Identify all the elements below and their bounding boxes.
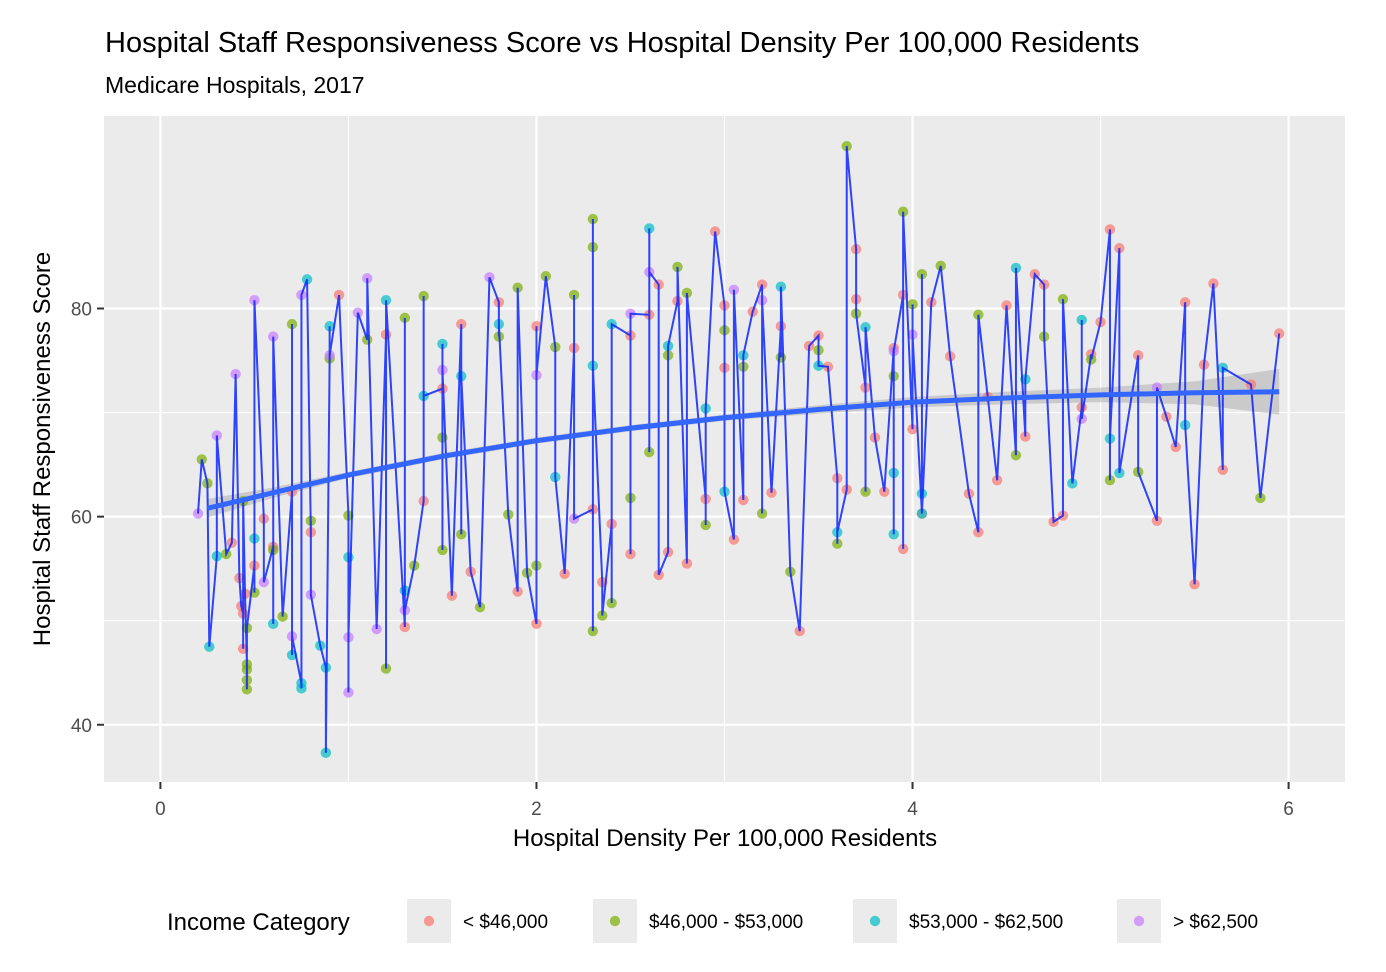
x-axis-title: Hospital Density Per 100,000 Residents (513, 825, 937, 852)
data-point (399, 312, 411, 324)
x-tick-label: 4 (907, 799, 918, 820)
legend-label: < $46,000 (463, 912, 548, 933)
legend-label: $53,000 - $62,500 (909, 912, 1063, 933)
x-tick-label: 0 (155, 799, 166, 820)
confidence-band-area (207, 368, 1280, 518)
legend-title: Income Category (167, 909, 350, 936)
legend-label: $46,000 - $53,000 (649, 912, 803, 933)
data-point (1273, 328, 1285, 339)
legend-key-dot (423, 915, 435, 927)
mean-line (197, 146, 1281, 753)
y-axis-title: Hospital Staff Responsiveness Score (29, 252, 56, 646)
y-tick-label: 60 (71, 508, 92, 529)
legend: Income Category < $46,000 $46,000 - $53,0… (167, 899, 1258, 943)
y-tick-label: 40 (71, 716, 92, 737)
data-point (1076, 314, 1087, 326)
legend-key-dot (609, 915, 621, 927)
confidence-band (207, 368, 1280, 518)
legend-entries: < $46,000 $46,000 - $53,000 $53,000 - $62,… (407, 899, 1258, 943)
trend-line (206, 389, 1280, 511)
y-tick-label: 80 (71, 300, 92, 321)
axes: 0 2 4 6 40 60 80 (71, 300, 1294, 820)
mean-line-path (197, 146, 1281, 753)
x-tick-label: 6 (1283, 799, 1294, 820)
data-point (907, 299, 918, 310)
legend-key-dot (869, 915, 881, 927)
data-point (437, 338, 448, 350)
legend-key-dot (1133, 915, 1145, 927)
legend-label: > $62,500 (1173, 912, 1258, 933)
chart-title: Hospital Staff Responsiveness Score vs H… (105, 27, 1139, 59)
chart-subtitle: Medicare Hospitals, 2017 (105, 72, 365, 98)
trend-line-path (206, 389, 1280, 511)
x-tick-label: 2 (531, 799, 542, 820)
